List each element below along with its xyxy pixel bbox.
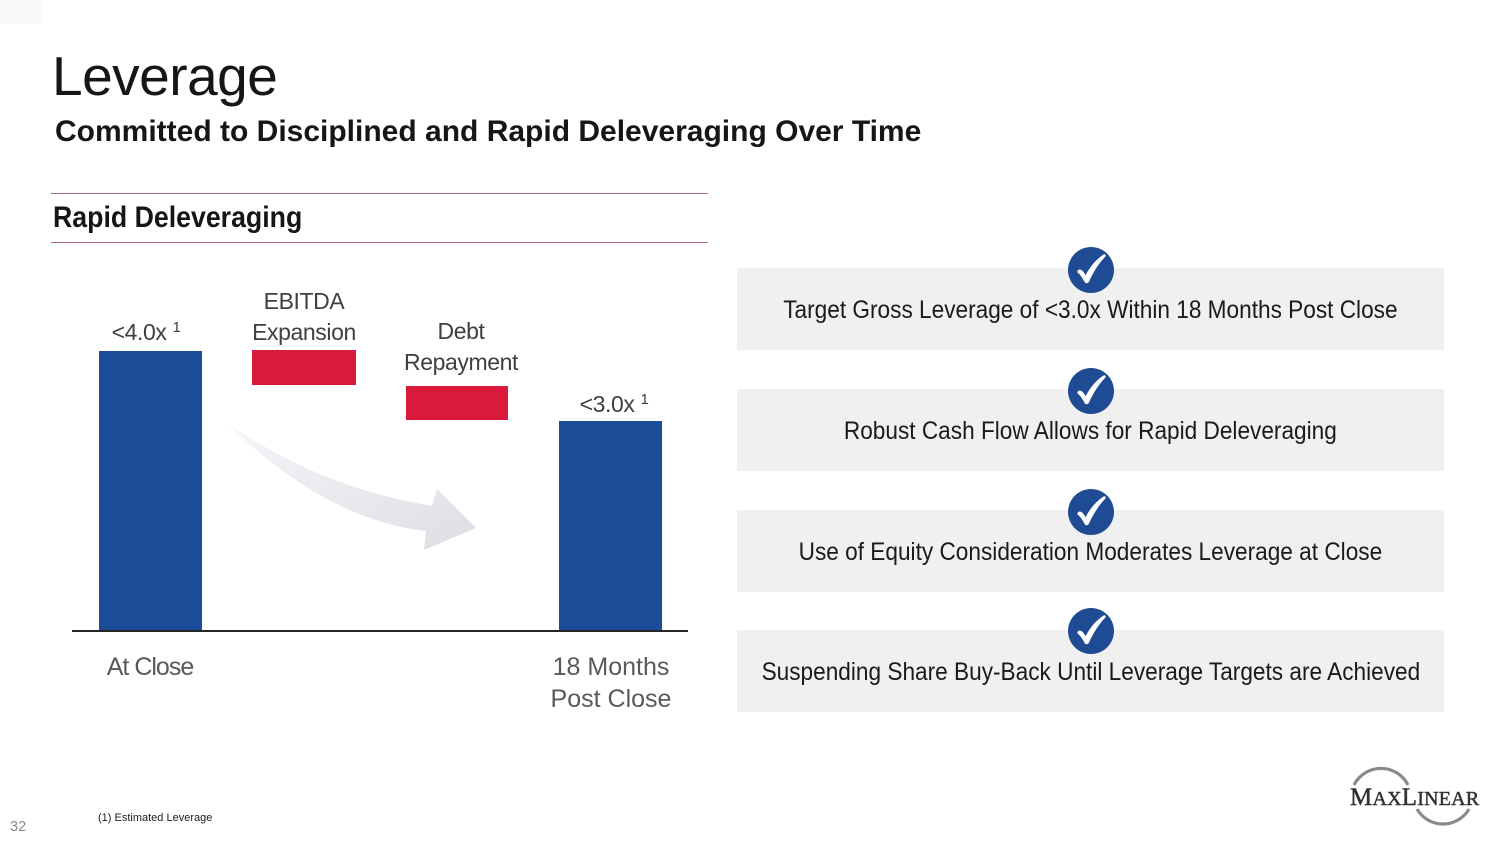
svg-text:MAXLINEAR: MAXLINEAR (1350, 784, 1480, 811)
